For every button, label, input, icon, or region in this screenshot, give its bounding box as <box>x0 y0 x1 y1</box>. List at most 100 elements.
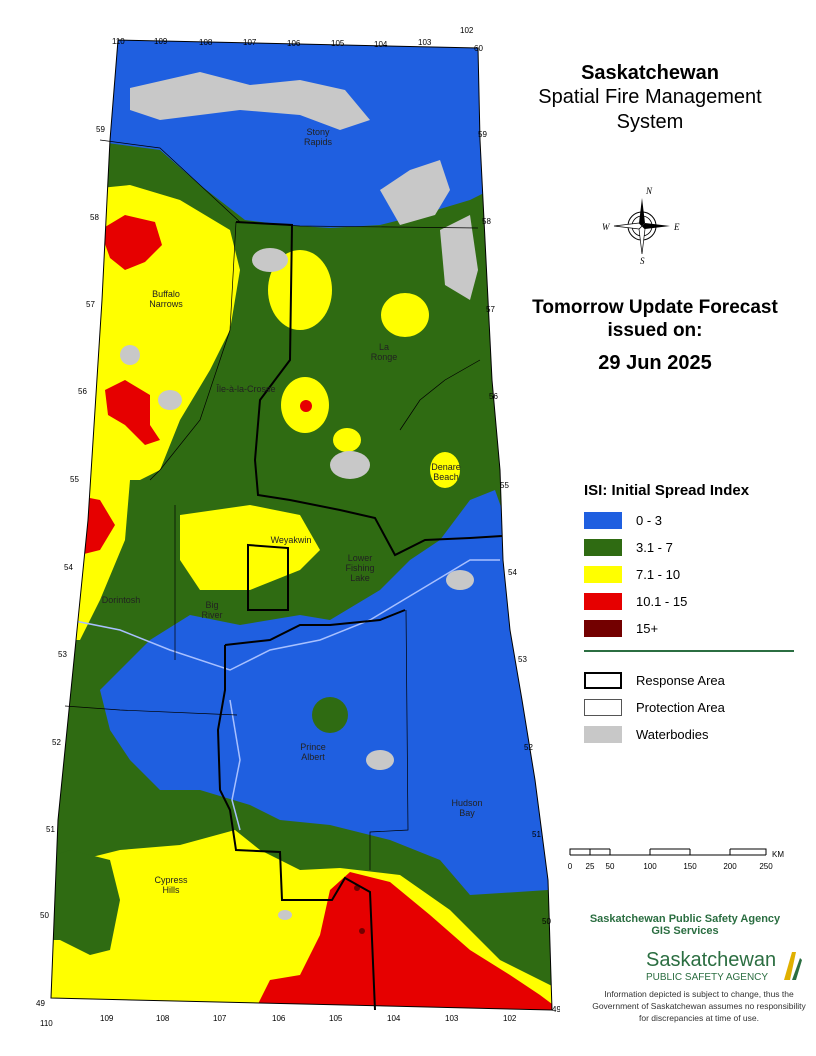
agency-name: Saskatchewan Public Safety Agency <box>589 913 781 925</box>
logo-text-2: PUBLIC SAFETY AGENCY <box>646 972 768 983</box>
forecast-block: Tomorrow Update Forecast issued on: 29 J… <box>500 296 810 375</box>
lat-label-right: 50 <box>542 917 551 926</box>
lon-label-top: 106 <box>287 39 301 48</box>
isi-7-10-patch <box>268 250 332 330</box>
isi-3-7-southwest <box>51 850 120 955</box>
lon-label-bottom: 106 <box>272 1014 286 1023</box>
title-line2: Spatial Fire Management <box>538 86 762 108</box>
lat-label-right: 58 <box>482 217 491 226</box>
isi-3-7-patch <box>312 697 348 733</box>
isi-10-15-patch <box>100 215 162 270</box>
province-outline <box>50 39 553 1011</box>
scale-bar: 0 25 50 100 150 200 250 KM <box>568 848 784 871</box>
isi-zones <box>51 40 552 1010</box>
scale-tick: 250 <box>759 862 773 871</box>
legend-divider <box>584 650 794 652</box>
legend-item: 0 - 3 <box>584 507 804 534</box>
response-area-swatch <box>584 672 622 689</box>
isi-10-15-patch <box>300 400 312 412</box>
legend-label: 7.1 - 10 <box>636 567 681 582</box>
place-label: Denare Beach <box>431 462 461 482</box>
place-labels: Stony Rapids Buffalo Narrows La Ronge Île-à… <box>102 127 483 895</box>
isi-10-15-patch <box>105 380 160 445</box>
legend-swatch <box>584 566 622 583</box>
place-label: Big River <box>201 600 222 620</box>
logo-wheat-icon <box>784 952 796 980</box>
lon-label-bottom: 109 <box>100 1014 114 1023</box>
isi-0-3-central <box>100 490 548 895</box>
forecast-date: 29 Jun 2025 <box>598 352 712 374</box>
lat-label-right: 60 <box>474 44 483 53</box>
lat-label-left: 53 <box>58 650 67 659</box>
lon-label-top: 108 <box>199 38 213 47</box>
logo-text-1: Saskatchewan <box>646 949 776 971</box>
lon-label-top: 109 <box>154 37 168 46</box>
place-label: Île-à-la-Crosse <box>215 384 275 394</box>
legend-item: 10.1 - 15 <box>584 588 804 615</box>
legend-item: 7.1 - 10 <box>584 561 804 588</box>
place-label: Stony Rapids <box>304 127 333 147</box>
lat-label-left: 50 <box>40 911 49 920</box>
place-label: Prince Albert <box>300 742 326 762</box>
protection-areas <box>64 139 481 870</box>
place-label: Hudson Bay <box>451 798 482 818</box>
place-label: Lower Fishing Lake <box>345 553 374 583</box>
lon-label-bottom: 102 <box>503 1014 517 1023</box>
compass-s: S <box>640 256 645 266</box>
lat-label-right: 56 <box>489 392 498 401</box>
isi-7-10-patch <box>333 428 361 452</box>
compass-n: N <box>645 186 653 196</box>
lat-label-left: 52 <box>52 738 61 747</box>
scale-tick: 200 <box>723 862 737 871</box>
scale-tick: 50 <box>606 862 615 871</box>
lat-label-right: 57 <box>486 305 495 314</box>
scale-tick: 25 <box>586 862 595 871</box>
legend-swatch <box>584 512 622 529</box>
logo-leaf-icon <box>792 958 802 980</box>
lat-label-right: 59 <box>478 130 487 139</box>
legend-label: 10.1 - 15 <box>636 594 688 609</box>
scale-tick: 150 <box>683 862 697 871</box>
legend-label: 15+ <box>636 621 659 636</box>
lat-label-left: 54 <box>64 563 73 572</box>
lon-label-top: 105 <box>331 39 345 48</box>
lon-label-bottom: 108 <box>156 1014 170 1023</box>
scale-tick: 0 <box>568 862 573 871</box>
lat-label-left: 51 <box>46 825 55 834</box>
legend-title: ISI: Initial Spread Index <box>584 482 750 499</box>
isi-15-plus-spot <box>359 928 365 934</box>
title-line3: System <box>616 111 684 133</box>
lon-label-bottom: 107 <box>213 1014 227 1023</box>
scale-tick: 100 <box>643 862 657 871</box>
isi-7-10-patch <box>381 293 429 337</box>
lon-label-top: 107 <box>243 38 257 47</box>
scale-unit: KM <box>772 850 784 859</box>
lon-label-bottom: 105 <box>329 1014 343 1023</box>
spsa-logo: Saskatchewan PUBLIC SAFETY AGENCY <box>646 949 802 983</box>
response-areas <box>216 221 503 1011</box>
isi-7-10-central <box>180 505 320 590</box>
lat-label-right: 54 <box>508 568 517 577</box>
place-label: Weyakwin <box>271 535 312 545</box>
legend-label: Waterbodies <box>636 727 709 742</box>
legend-swatch <box>584 593 622 610</box>
compass-e: E <box>673 222 680 232</box>
lat-label-left: 58 <box>90 213 99 222</box>
waterbodies-swatch <box>584 726 622 743</box>
disclaimer: Information depicted is subject to chang… <box>592 989 806 1023</box>
title-line1: Saskatchewan <box>581 62 719 84</box>
lon-label-top: 110 <box>112 37 125 46</box>
dept-name: GIS Services <box>651 925 719 937</box>
lon-label-bottom: 103 <box>445 1014 459 1023</box>
legend-label: Response Area <box>636 673 725 688</box>
waterbodies <box>120 72 478 920</box>
place-label: Buffalo Narrows <box>149 289 183 309</box>
legend-item: Response Area <box>584 667 725 694</box>
place-label: La Ronge <box>371 342 398 362</box>
legend-label: 3.1 - 7 <box>636 540 673 555</box>
legend-item: 3.1 - 7 <box>584 534 804 561</box>
legend-item: Waterbodies <box>584 721 725 748</box>
graticule-labels: 110 109 108 107 106 105 104 103 102 60 5… <box>36 26 560 1028</box>
lon-label-bottom: 110 <box>40 1019 53 1028</box>
lat-label-left: 55 <box>70 475 79 484</box>
